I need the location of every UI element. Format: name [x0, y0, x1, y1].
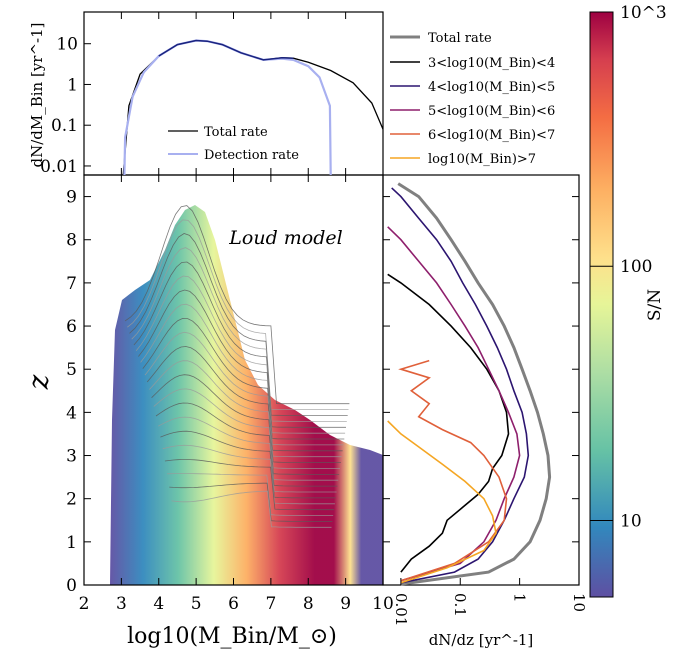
contour-line	[151, 374, 340, 475]
contour-line	[146, 346, 341, 464]
right-panel-frame	[382, 174, 580, 586]
top-ytick-label: 1	[67, 75, 78, 95]
contour-line	[131, 247, 347, 422]
top-legend: Total rate Detection rate	[168, 125, 299, 163]
main-xtick-label: 3	[116, 594, 127, 614]
main-ytick-label: 7	[66, 274, 77, 294]
contour-line	[149, 360, 340, 469]
contour-lines	[124, 205, 350, 528]
contour-line	[162, 444, 335, 505]
main-xtick-label: 2	[79, 594, 90, 614]
heatmap-fill	[110, 205, 383, 585]
contour-line	[144, 331, 342, 458]
right-legend-label-3-4: 3<log10(M_Bin)<4	[428, 56, 555, 71]
main-ytick-label: 3	[66, 447, 77, 467]
main-ytick-label: 8	[66, 231, 77, 251]
contour-line	[142, 317, 343, 452]
contour-line	[171, 490, 332, 528]
top-ytick-label: 0.1	[51, 116, 78, 136]
main-ytick-label: 2	[66, 490, 77, 510]
right-legend: Total rate 3<log10(M_Bin)<4 4<log10(M_Bi…	[390, 31, 555, 167]
colorbar-tick-label: 10^3	[620, 3, 667, 23]
contour-line	[140, 303, 344, 446]
main-ytick-label: 9	[66, 188, 77, 208]
contour-line	[160, 430, 336, 499]
top-ytick-label: 10	[56, 35, 78, 55]
top-ytick-label: 0.01	[40, 157, 78, 177]
colorbar-tick-label: 10	[620, 511, 642, 531]
top-legend-label-total: Total rate	[204, 125, 268, 140]
contour-line	[135, 275, 346, 434]
main-ytick-label: 4	[66, 403, 77, 423]
right-xtick-label: 1	[511, 593, 529, 603]
main-ytick-label: 1	[66, 533, 77, 553]
main-xtick-label: 7	[265, 594, 276, 614]
top-legend-label-detection: Detection rate	[204, 148, 299, 163]
main-xtick-label: 6	[228, 594, 239, 614]
contour-line	[155, 402, 338, 487]
main-ytick-label: 0	[66, 576, 77, 596]
right-series-line-5	[387, 420, 497, 584]
contour-line	[167, 473, 334, 516]
right-legend-label-6-7: 6<log10(M_Bin)<7	[428, 128, 555, 143]
main-xtick-label: 5	[191, 594, 202, 614]
contour-line	[169, 482, 333, 522]
right-xtick-label: 0.1	[451, 593, 469, 617]
colorbar-label: S/N	[645, 289, 665, 321]
colorbar	[589, 11, 614, 598]
model-annotation: Loud model	[228, 227, 342, 249]
contour-line	[164, 459, 335, 511]
main-ylabel: z	[22, 374, 55, 390]
right-legend-label-4-5: 4<log10(M_Bin)<5	[428, 80, 555, 95]
main-ytick-label: 5	[66, 360, 77, 380]
right-xtick-label: 10	[570, 593, 588, 612]
main-xtick-label: 10	[372, 594, 394, 614]
top-overlap-line	[158, 39, 294, 61]
right-panel-lines	[387, 182, 552, 586]
main-ytick-label: 6	[66, 317, 77, 337]
right-series-line-0	[397, 182, 552, 586]
contour-line	[127, 219, 349, 411]
contour-line	[138, 289, 345, 440]
contour-line	[153, 388, 339, 481]
top-ylabel: dN/dM_Bin [yr^-1]	[28, 22, 46, 167]
right-series-line-1	[387, 273, 510, 573]
contour-line	[129, 233, 348, 416]
top-panel-lines	[122, 39, 384, 176]
contour-line	[133, 261, 346, 428]
right-series-line-2	[391, 187, 530, 584]
right-xtick-label: 0.01	[392, 593, 410, 626]
main-xlabel: log10(M_Bin/M_⊙)	[127, 624, 337, 649]
right-legend-label-gt7: log10(M_Bin)>7	[428, 152, 536, 167]
right-legend-label-total: Total rate	[428, 31, 492, 46]
colorbar-tick-label: 100	[620, 257, 652, 277]
right-xlabel: dN/dz [yr^-1]	[429, 631, 534, 649]
contour-line	[158, 416, 337, 493]
right-series-line-4	[398, 359, 508, 582]
right-legend-label-5-6: 5<log10(M_Bin)<6	[428, 104, 555, 119]
contour-line	[124, 205, 350, 405]
main-xtick-label: 4	[153, 594, 164, 614]
main-xtick-label: 8	[303, 594, 314, 614]
main-xtick-label: 9	[340, 594, 351, 614]
